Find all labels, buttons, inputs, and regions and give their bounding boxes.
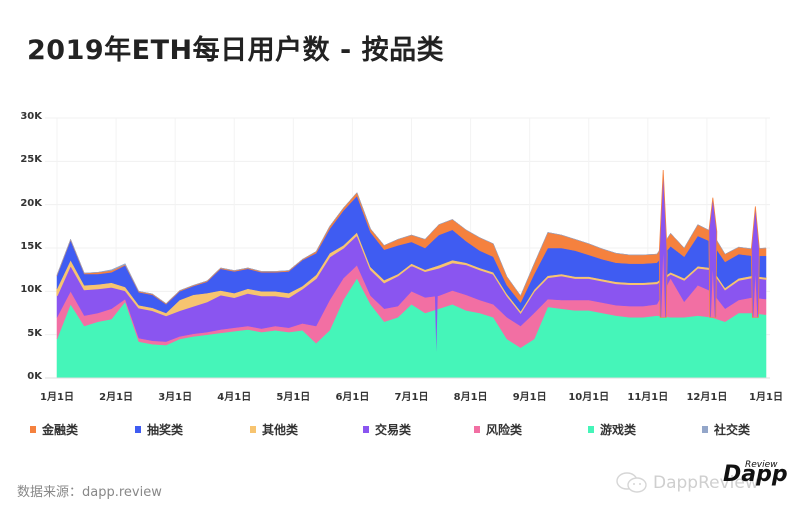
dip-marker xyxy=(434,291,438,352)
spike-peak xyxy=(658,169,668,318)
y-tick-label: 20K xyxy=(20,197,42,209)
legend-item[interactable]: 其他类 xyxy=(250,421,298,438)
x-tick-label: 5月1日 xyxy=(276,392,311,403)
y-tick-label: 5K xyxy=(27,327,42,339)
legend-item[interactable]: 风险类 xyxy=(474,421,522,438)
x-tick-label: 12月1日 xyxy=(686,392,728,403)
spike-risk-part xyxy=(753,275,758,318)
legend-swatch xyxy=(135,426,141,433)
y-tick-label: 30K xyxy=(20,111,42,122)
legend-label: 社交类 xyxy=(714,423,751,437)
data-source-note: 数据来源：dapp.review xyxy=(17,485,162,500)
chart-areas xyxy=(56,169,767,379)
legend-label: 金融类 xyxy=(42,423,79,437)
chart-title: 2019年ETH每日用户数 - 按品类 xyxy=(27,35,445,66)
legend-label: 交易类 xyxy=(375,423,412,437)
legend-swatch xyxy=(474,426,480,433)
dapp-review-logo: Review Dapp xyxy=(723,460,788,487)
legend-swatch xyxy=(30,426,36,433)
y-tick-label: 10K xyxy=(20,284,42,296)
spike-peak xyxy=(750,206,760,318)
x-tick-label: 6月1日 xyxy=(335,392,370,403)
watermark: DappReview Review Dapp xyxy=(615,460,788,496)
spike-risk-part xyxy=(710,269,715,318)
legend-swatch xyxy=(588,426,594,433)
y-tick-label: 25K xyxy=(20,154,42,166)
y-tick-label: 0K xyxy=(27,371,42,382)
legend-swatch xyxy=(702,426,708,433)
y-tick-label: 15K xyxy=(20,241,42,252)
legend-item[interactable]: 金融类 xyxy=(30,421,78,438)
wechat-icon xyxy=(616,472,647,493)
x-tick-label: 1月1日 xyxy=(749,392,783,403)
spike-risk-part xyxy=(661,253,666,318)
legend-swatch xyxy=(363,426,369,433)
legend-label: 游戏类 xyxy=(600,423,637,437)
spike-peak xyxy=(708,197,718,318)
logo-superscript: Review xyxy=(745,460,778,470)
legend-item[interactable]: 交易类 xyxy=(363,421,411,438)
x-tick-label: 10月1日 xyxy=(568,392,610,403)
chart-legend: 金融类 抽奖类 其他类 交易类 风险类 游戏类 社交类 xyxy=(0,421,800,437)
x-tick-label: 9月1日 xyxy=(512,392,547,403)
watermark-text: DappReview xyxy=(653,473,759,493)
x-tick-label: 4月1日 xyxy=(217,392,252,403)
area-社交类 xyxy=(56,192,767,304)
logo-main: Dapp xyxy=(723,462,788,487)
x-tick-label: 2月1日 xyxy=(99,392,134,403)
legend-label: 抽奖类 xyxy=(147,423,184,437)
x-tick-label: 11月1日 xyxy=(627,392,669,403)
x-tick-label: 8月1日 xyxy=(453,392,488,403)
x-tick-label: 3月1日 xyxy=(158,392,193,403)
legend-item[interactable]: 抽奖类 xyxy=(135,421,183,438)
x-tick-label: 1月1日 xyxy=(40,392,74,403)
x-tick-label: 7月1日 xyxy=(394,392,429,403)
legend-label: 风险类 xyxy=(486,423,523,437)
legend-swatch xyxy=(250,426,256,433)
legend-label: 其他类 xyxy=(262,423,299,437)
legend-item[interactable]: 游戏类 xyxy=(588,421,636,438)
legend-item[interactable]: 社交类 xyxy=(702,421,750,438)
